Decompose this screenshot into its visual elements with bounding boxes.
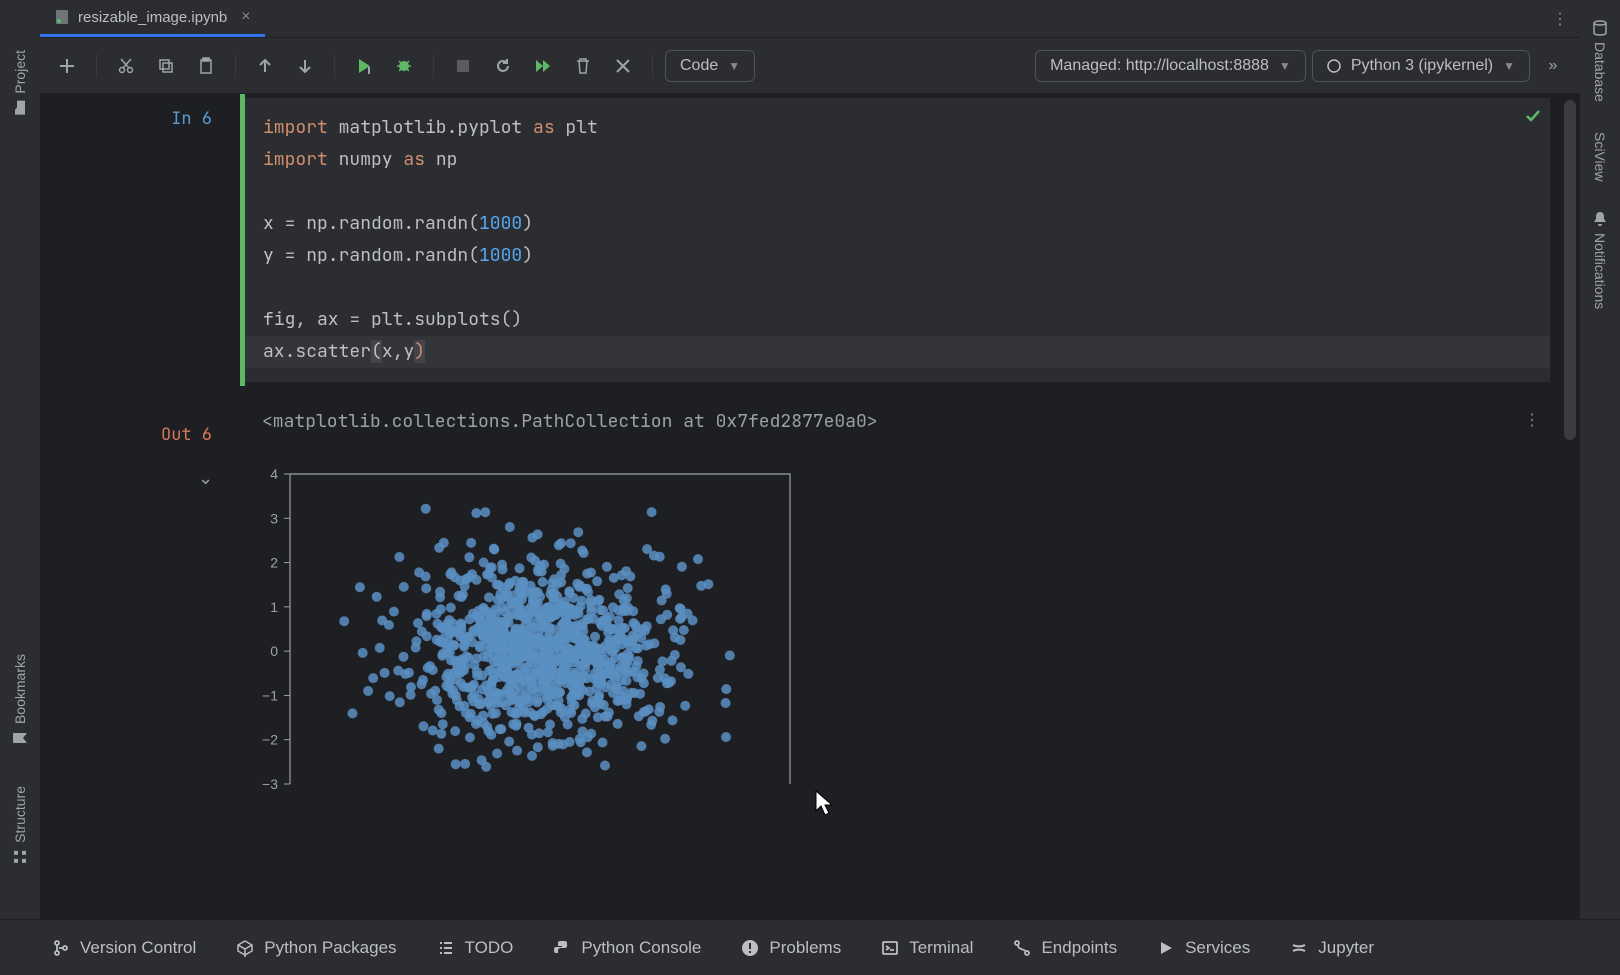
tool-terminal[interactable]: Terminal xyxy=(881,938,973,958)
move-down-button[interactable] xyxy=(288,49,322,83)
tool-bookmarks[interactable]: Bookmarks xyxy=(12,654,28,746)
tool-notifications[interactable]: Notifications xyxy=(1592,211,1608,309)
right-tool-stripe: Database SciView Notifications xyxy=(1580,0,1620,975)
inspection-ok-icon[interactable] xyxy=(1524,104,1542,136)
run-cell-button[interactable] xyxy=(347,49,381,83)
editor-tab-bar: resizable_image.ipynb × ⋮ xyxy=(40,0,1580,38)
tool-endpoints[interactable]: Endpoints xyxy=(1013,938,1117,958)
svg-text:3: 3 xyxy=(270,511,278,527)
tab-close-icon[interactable]: × xyxy=(241,8,250,26)
tool-structure[interactable]: Structure xyxy=(12,786,28,865)
left-tool-stripe: Project Bookmarks Structure xyxy=(0,0,40,975)
tool-problems[interactable]: Problems xyxy=(741,938,841,958)
code-editor[interactable]: import matplotlib.pyplot as pltimport nu… xyxy=(245,98,1550,382)
stop-button[interactable] xyxy=(446,49,480,83)
collapse-output-icon[interactable]: ⌄ xyxy=(198,468,213,489)
add-cell-button[interactable] xyxy=(50,49,84,83)
notebook-toolbar: Code ▼ Managed: http://localhost:8888 ▼ … xyxy=(40,38,1580,94)
tool-database[interactable]: Database xyxy=(1592,20,1608,102)
notebook-icon xyxy=(54,9,70,25)
cell-type-selector[interactable]: Code ▼ xyxy=(665,50,755,82)
code-cell[interactable]: In 6 import matplotlib.pyplot as pltimpo… xyxy=(40,94,1580,386)
tool-sciview[interactable]: SciView xyxy=(1592,132,1608,182)
output-chart: −3 −2 −1 0 1 2 3 4 xyxy=(240,464,1580,794)
chevron-down-icon: ▼ xyxy=(1503,59,1515,73)
output-text: <matplotlib.collections.PathCollection a… xyxy=(240,410,1524,433)
paste-button[interactable] xyxy=(189,49,223,83)
svg-text:−2: −2 xyxy=(262,732,278,748)
kernel-status-icon xyxy=(1327,59,1341,73)
restart-button[interactable] xyxy=(486,49,520,83)
editor-tab[interactable]: resizable_image.ipynb × xyxy=(40,0,265,37)
toolbar-more-button[interactable]: » xyxy=(1536,49,1570,83)
chevron-down-icon: ▼ xyxy=(1279,59,1291,73)
svg-text:−1: −1 xyxy=(262,688,278,704)
clear-output-button[interactable] xyxy=(606,49,640,83)
bottom-tool-bar: Version Control Python Packages TODO Pyt… xyxy=(0,919,1620,975)
svg-text:2: 2 xyxy=(270,555,278,571)
svg-text:−3: −3 xyxy=(262,776,278,792)
copy-button[interactable] xyxy=(149,49,183,83)
mouse-cursor-icon xyxy=(815,790,837,818)
tool-version-control[interactable]: Version Control xyxy=(52,938,196,958)
svg-text:4: 4 xyxy=(270,466,278,482)
svg-text:1: 1 xyxy=(270,599,278,615)
notebook-editor: In 6 import matplotlib.pyplot as pltimpo… xyxy=(40,94,1580,919)
tool-python-packages[interactable]: Python Packages xyxy=(236,938,396,958)
tool-todo[interactable]: TODO xyxy=(437,938,514,958)
run-all-button[interactable] xyxy=(526,49,560,83)
svg-text:0: 0 xyxy=(270,643,278,659)
tool-project[interactable]: Project xyxy=(12,50,28,116)
cut-button[interactable] xyxy=(109,49,143,83)
chevron-down-icon: ▼ xyxy=(728,59,740,73)
in-prompt: In 6 xyxy=(171,108,212,130)
delete-button[interactable] xyxy=(566,49,600,83)
debug-cell-button[interactable] xyxy=(387,49,421,83)
tab-overflow-icon[interactable]: ⋮ xyxy=(1552,0,1580,37)
tool-python-console[interactable]: Python Console xyxy=(553,938,701,958)
tab-filename: resizable_image.ipynb xyxy=(78,9,227,26)
jupyter-server-selector[interactable]: Managed: http://localhost:8888 ▼ xyxy=(1035,50,1306,82)
tool-services[interactable]: Services xyxy=(1157,938,1250,958)
move-up-button[interactable] xyxy=(248,49,282,83)
editor-scrollbar[interactable] xyxy=(1564,100,1576,440)
kernel-selector[interactable]: Python 3 (ipykernel) ▼ xyxy=(1312,50,1530,82)
output-cell: Out 6 ⌄ <matplotlib.collections.PathColl… xyxy=(40,410,1580,446)
out-prompt: Out 6 xyxy=(161,424,212,446)
tool-jupyter[interactable]: Jupyter xyxy=(1290,938,1374,958)
